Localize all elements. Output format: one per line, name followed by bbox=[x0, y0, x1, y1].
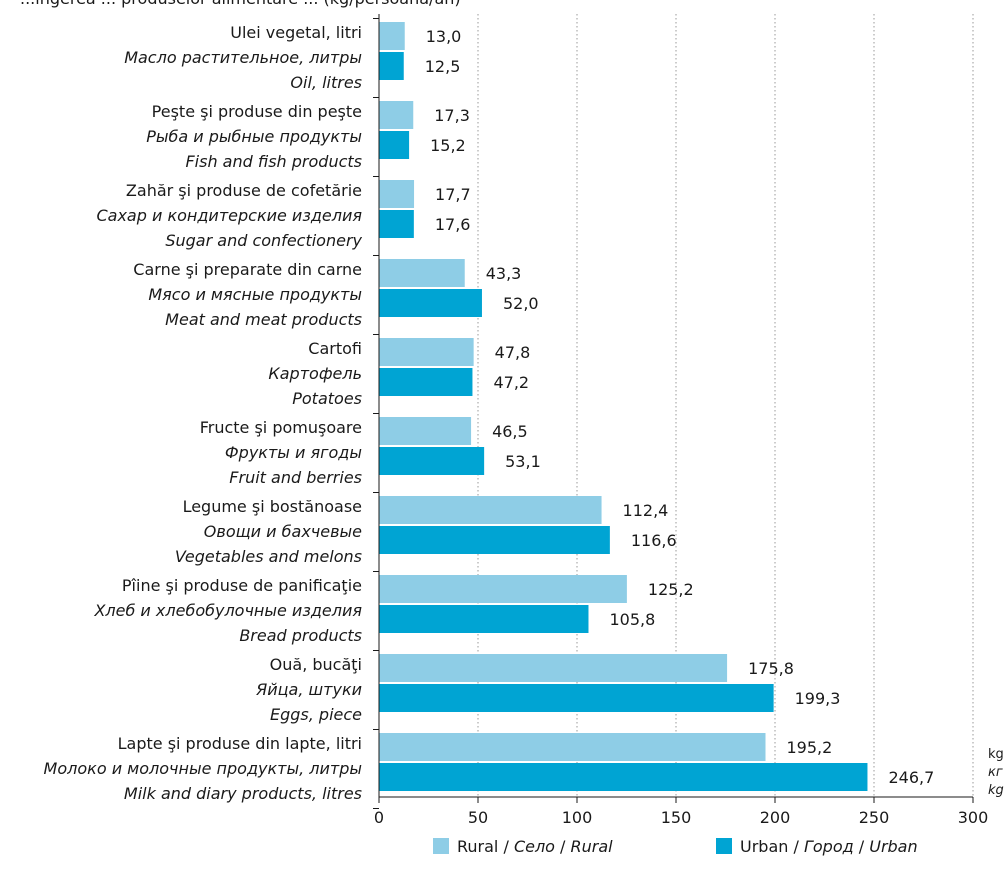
legend-name-ro: Urban bbox=[740, 837, 788, 856]
legend-label-rural: Rural / Село / Rural bbox=[457, 837, 613, 856]
bar-urban bbox=[379, 289, 482, 317]
value-label-rural: 195,2 bbox=[786, 738, 832, 757]
x-tick-label: 250 bbox=[859, 808, 890, 827]
legend-swatch-urban bbox=[716, 838, 732, 854]
legend-swatch-rural bbox=[433, 838, 449, 854]
legend-name-ru: Город bbox=[804, 837, 854, 856]
bar-rural bbox=[379, 338, 474, 366]
bar-rural bbox=[379, 575, 627, 603]
value-label-rural: 13,0 bbox=[426, 27, 462, 46]
bar-urban bbox=[379, 52, 404, 80]
bar-rural bbox=[379, 417, 472, 445]
value-label-rural: 43,3 bbox=[486, 264, 522, 283]
category-label-en: Vegetables and melons bbox=[175, 547, 362, 566]
category-label-ru: Рыба и рыбные продукты bbox=[146, 127, 362, 146]
category-label-en: Meat and meat products bbox=[165, 310, 362, 329]
value-label-urban: 199,3 bbox=[795, 689, 841, 708]
bar-urban bbox=[379, 763, 868, 791]
category-label-en: Potatoes bbox=[292, 389, 362, 408]
category-label-ro: Legume şi bostănoase bbox=[183, 497, 362, 516]
x-tick-label: 50 bbox=[468, 808, 488, 827]
value-label-urban: 116,6 bbox=[631, 531, 677, 550]
category-label-ru: Яйца, штуки bbox=[255, 680, 362, 699]
value-label-urban: 105,8 bbox=[609, 610, 655, 629]
value-label-rural: 125,2 bbox=[648, 580, 694, 599]
legend-name-en: Rural bbox=[571, 837, 614, 856]
value-label-rural: 17,3 bbox=[434, 106, 470, 125]
category-label-en: Bread products bbox=[239, 626, 362, 645]
value-label-urban: 53,1 bbox=[505, 452, 541, 471]
bar-rural bbox=[379, 496, 602, 524]
x-tick-label: 150 bbox=[661, 808, 692, 827]
bar-urban bbox=[379, 447, 485, 475]
bar-urban bbox=[379, 368, 473, 396]
bar-urban bbox=[379, 526, 610, 554]
category-label-en: Fruit and berries bbox=[229, 468, 362, 487]
bar-rural bbox=[379, 654, 728, 682]
category-label-en: Milk and diary products, litres bbox=[124, 784, 362, 803]
unit-label-ro: kg bbox=[988, 747, 1004, 762]
bar-rural bbox=[379, 259, 465, 287]
unit-label-en: kg bbox=[988, 783, 1004, 798]
value-label-rural: 47,8 bbox=[495, 343, 531, 362]
bar-urban bbox=[379, 605, 589, 633]
value-label-urban: 17,6 bbox=[435, 215, 471, 234]
bar-rural bbox=[379, 101, 414, 129]
category-label-ro: Carne şi preparate din carne bbox=[133, 260, 362, 279]
category-label-ru: Фрукты и ягоды bbox=[225, 443, 362, 462]
category-label-en: Oil, litres bbox=[290, 73, 362, 92]
bar-rural bbox=[379, 733, 766, 761]
legend-name-en: Urban bbox=[869, 837, 917, 856]
value-label-rural: 175,8 bbox=[748, 659, 794, 678]
category-label-ru: Овощи и бахчевые bbox=[204, 522, 362, 541]
legend-label-urban: Urban / Город / Urban bbox=[740, 837, 918, 856]
bar-rural bbox=[379, 180, 415, 208]
value-label-urban: 12,5 bbox=[425, 57, 461, 76]
value-label-urban: 47,2 bbox=[493, 373, 529, 392]
category-label-ro: Ulei vegetal, litri bbox=[230, 23, 362, 42]
legend-name-ru: Село bbox=[514, 837, 555, 856]
category-label-en: Eggs, piece bbox=[270, 705, 362, 724]
bar-urban bbox=[379, 131, 410, 159]
value-label-urban: 15,2 bbox=[430, 136, 466, 155]
category-label-ro: Peşte şi produse din peşte bbox=[152, 102, 362, 121]
x-tick-label: 300 bbox=[958, 808, 989, 827]
bar-rural bbox=[379, 22, 405, 50]
value-label-rural: 112,4 bbox=[623, 501, 669, 520]
category-label-ro: Ouă, bucăţi bbox=[270, 655, 362, 674]
value-label-urban: 246,7 bbox=[888, 768, 934, 787]
chart-header: ...ingerea ... produselor alimentare ...… bbox=[20, 0, 461, 8]
value-label-urban: 52,0 bbox=[503, 294, 539, 313]
category-label-ro: Fructe şi pomuşoare bbox=[200, 418, 362, 437]
category-label-ru: Масло растительное, литры bbox=[124, 48, 362, 67]
x-tick-label: 200 bbox=[760, 808, 791, 827]
category-label-ru: Мясо и мясные продукты bbox=[148, 285, 362, 304]
x-tick-label: 0 bbox=[374, 808, 384, 827]
unit-label-ru: кг bbox=[988, 765, 1003, 780]
category-label-ru: Картофель bbox=[268, 364, 362, 383]
legend-name-ro: Rural bbox=[457, 837, 498, 856]
value-label-rural: 17,7 bbox=[435, 185, 471, 204]
category-label-ro: Cartofi bbox=[308, 339, 362, 358]
category-label-ru: Сахар и кондитерские изделия bbox=[96, 206, 362, 225]
category-label-ro: Pîine şi produse de panificaţie bbox=[122, 576, 362, 595]
x-tick-label: 100 bbox=[562, 808, 593, 827]
bar-urban bbox=[379, 684, 774, 712]
category-label-ro: Zahăr şi produse de cofetărie bbox=[126, 181, 362, 200]
category-label-ru: Хлеб и хлебобулочные изделия bbox=[93, 601, 362, 620]
category-label-ro: Lapte şi produse din lapte, litri bbox=[118, 734, 362, 753]
bar-urban bbox=[379, 210, 414, 238]
category-label-en: Fish and fish products bbox=[185, 152, 362, 171]
category-label-ru: Молоко и молочные продукты, литры bbox=[44, 759, 362, 778]
category-label-en: Sugar and confectionery bbox=[165, 231, 362, 250]
value-label-rural: 46,5 bbox=[492, 422, 528, 441]
